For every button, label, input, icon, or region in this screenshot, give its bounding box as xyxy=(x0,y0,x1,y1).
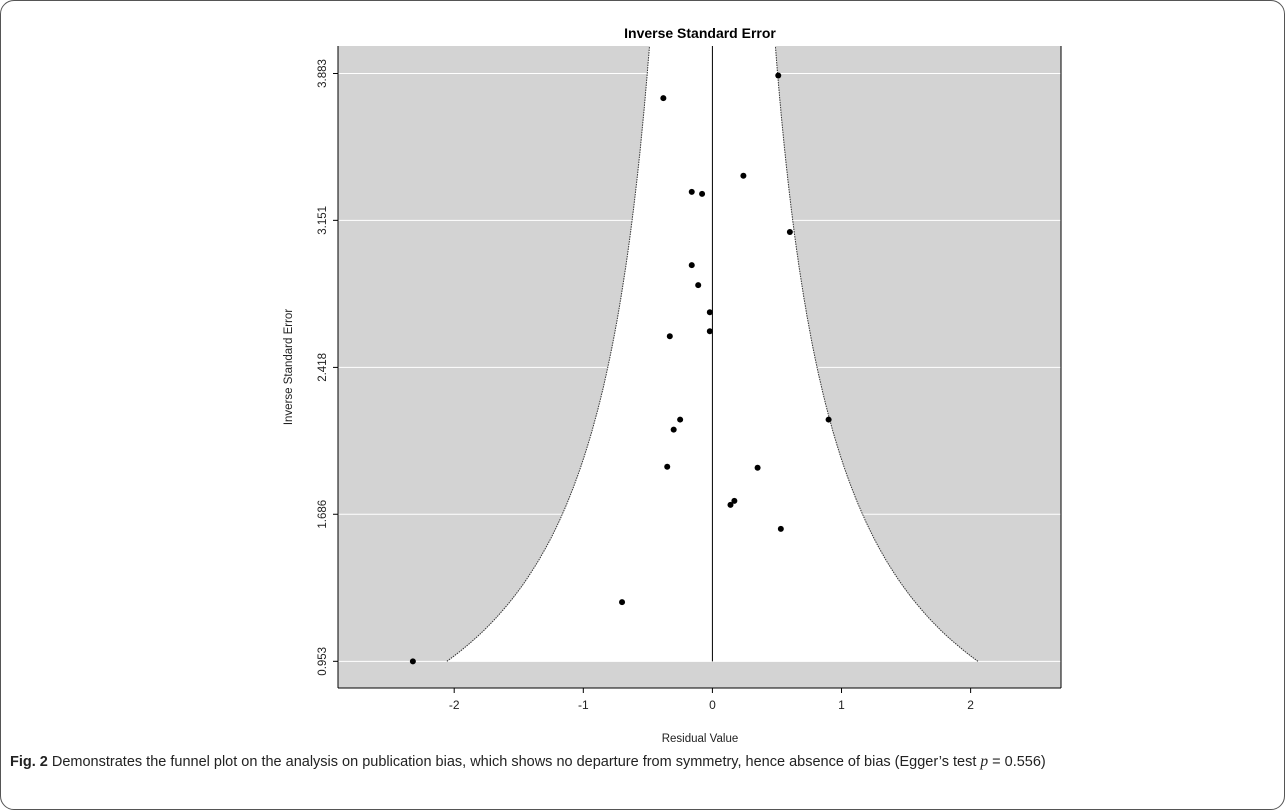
x-tick-label: -1 xyxy=(578,698,589,712)
y-tick-label: 3.151 xyxy=(317,206,329,235)
data-point-0 xyxy=(775,72,782,79)
data-point-13 xyxy=(670,426,677,433)
data-point-5 xyxy=(786,228,793,235)
data-point-18 xyxy=(777,525,784,532)
data-point-1 xyxy=(660,95,667,102)
data-point-19 xyxy=(619,599,626,606)
data-point-17 xyxy=(727,501,734,508)
y-axis: 0.953 1.686 2.418 3.151 3.883 xyxy=(317,59,338,676)
y-axis-label: Inverse Standard Error xyxy=(283,309,295,426)
y-tick-label: 2.418 xyxy=(317,353,329,382)
x-tick-label: 1 xyxy=(838,698,845,712)
caption-text: Demonstrates the funnel plot on the anal… xyxy=(51,754,981,770)
grid-lines xyxy=(338,72,1061,662)
y-tick-label: 1.686 xyxy=(317,500,329,529)
y-tick-label: 0.953 xyxy=(317,647,329,676)
data-point-4 xyxy=(699,190,706,197)
data-point-3 xyxy=(688,188,695,195)
data-point-11 xyxy=(825,416,832,423)
x-tick-label: 0 xyxy=(709,698,716,712)
data-point-7 xyxy=(695,282,702,289)
caption-text-end: = 0.556) xyxy=(988,754,1046,770)
funnel-plot: -2 -1 0 1 2 0.953 1.686 2.418 3.151 3.883 Invers… xyxy=(283,25,1062,745)
data-point-6 xyxy=(688,262,695,269)
p-symbol: p xyxy=(980,753,989,770)
chart-title: Inverse Standard Error xyxy=(624,25,776,41)
data-points xyxy=(409,72,832,665)
data-point-14 xyxy=(664,463,671,470)
x-tick-label: 2 xyxy=(967,698,974,712)
figure-label: Fig. 2 xyxy=(10,754,48,770)
data-point-9 xyxy=(706,328,713,335)
data-point-10 xyxy=(666,333,673,340)
data-point-12 xyxy=(677,416,684,423)
x-tick-label: -2 xyxy=(449,698,460,712)
figure-caption: Fig. 2 Demonstrates the funnel plot on th… xyxy=(10,752,1275,772)
data-point-16 xyxy=(731,497,738,504)
y-tick-label: 3.883 xyxy=(317,59,329,88)
data-point-20 xyxy=(409,658,416,665)
x-axis-label: Residual Value xyxy=(662,733,739,745)
data-point-8 xyxy=(706,309,713,316)
data-point-15 xyxy=(754,464,761,471)
data-point-2 xyxy=(740,172,747,179)
